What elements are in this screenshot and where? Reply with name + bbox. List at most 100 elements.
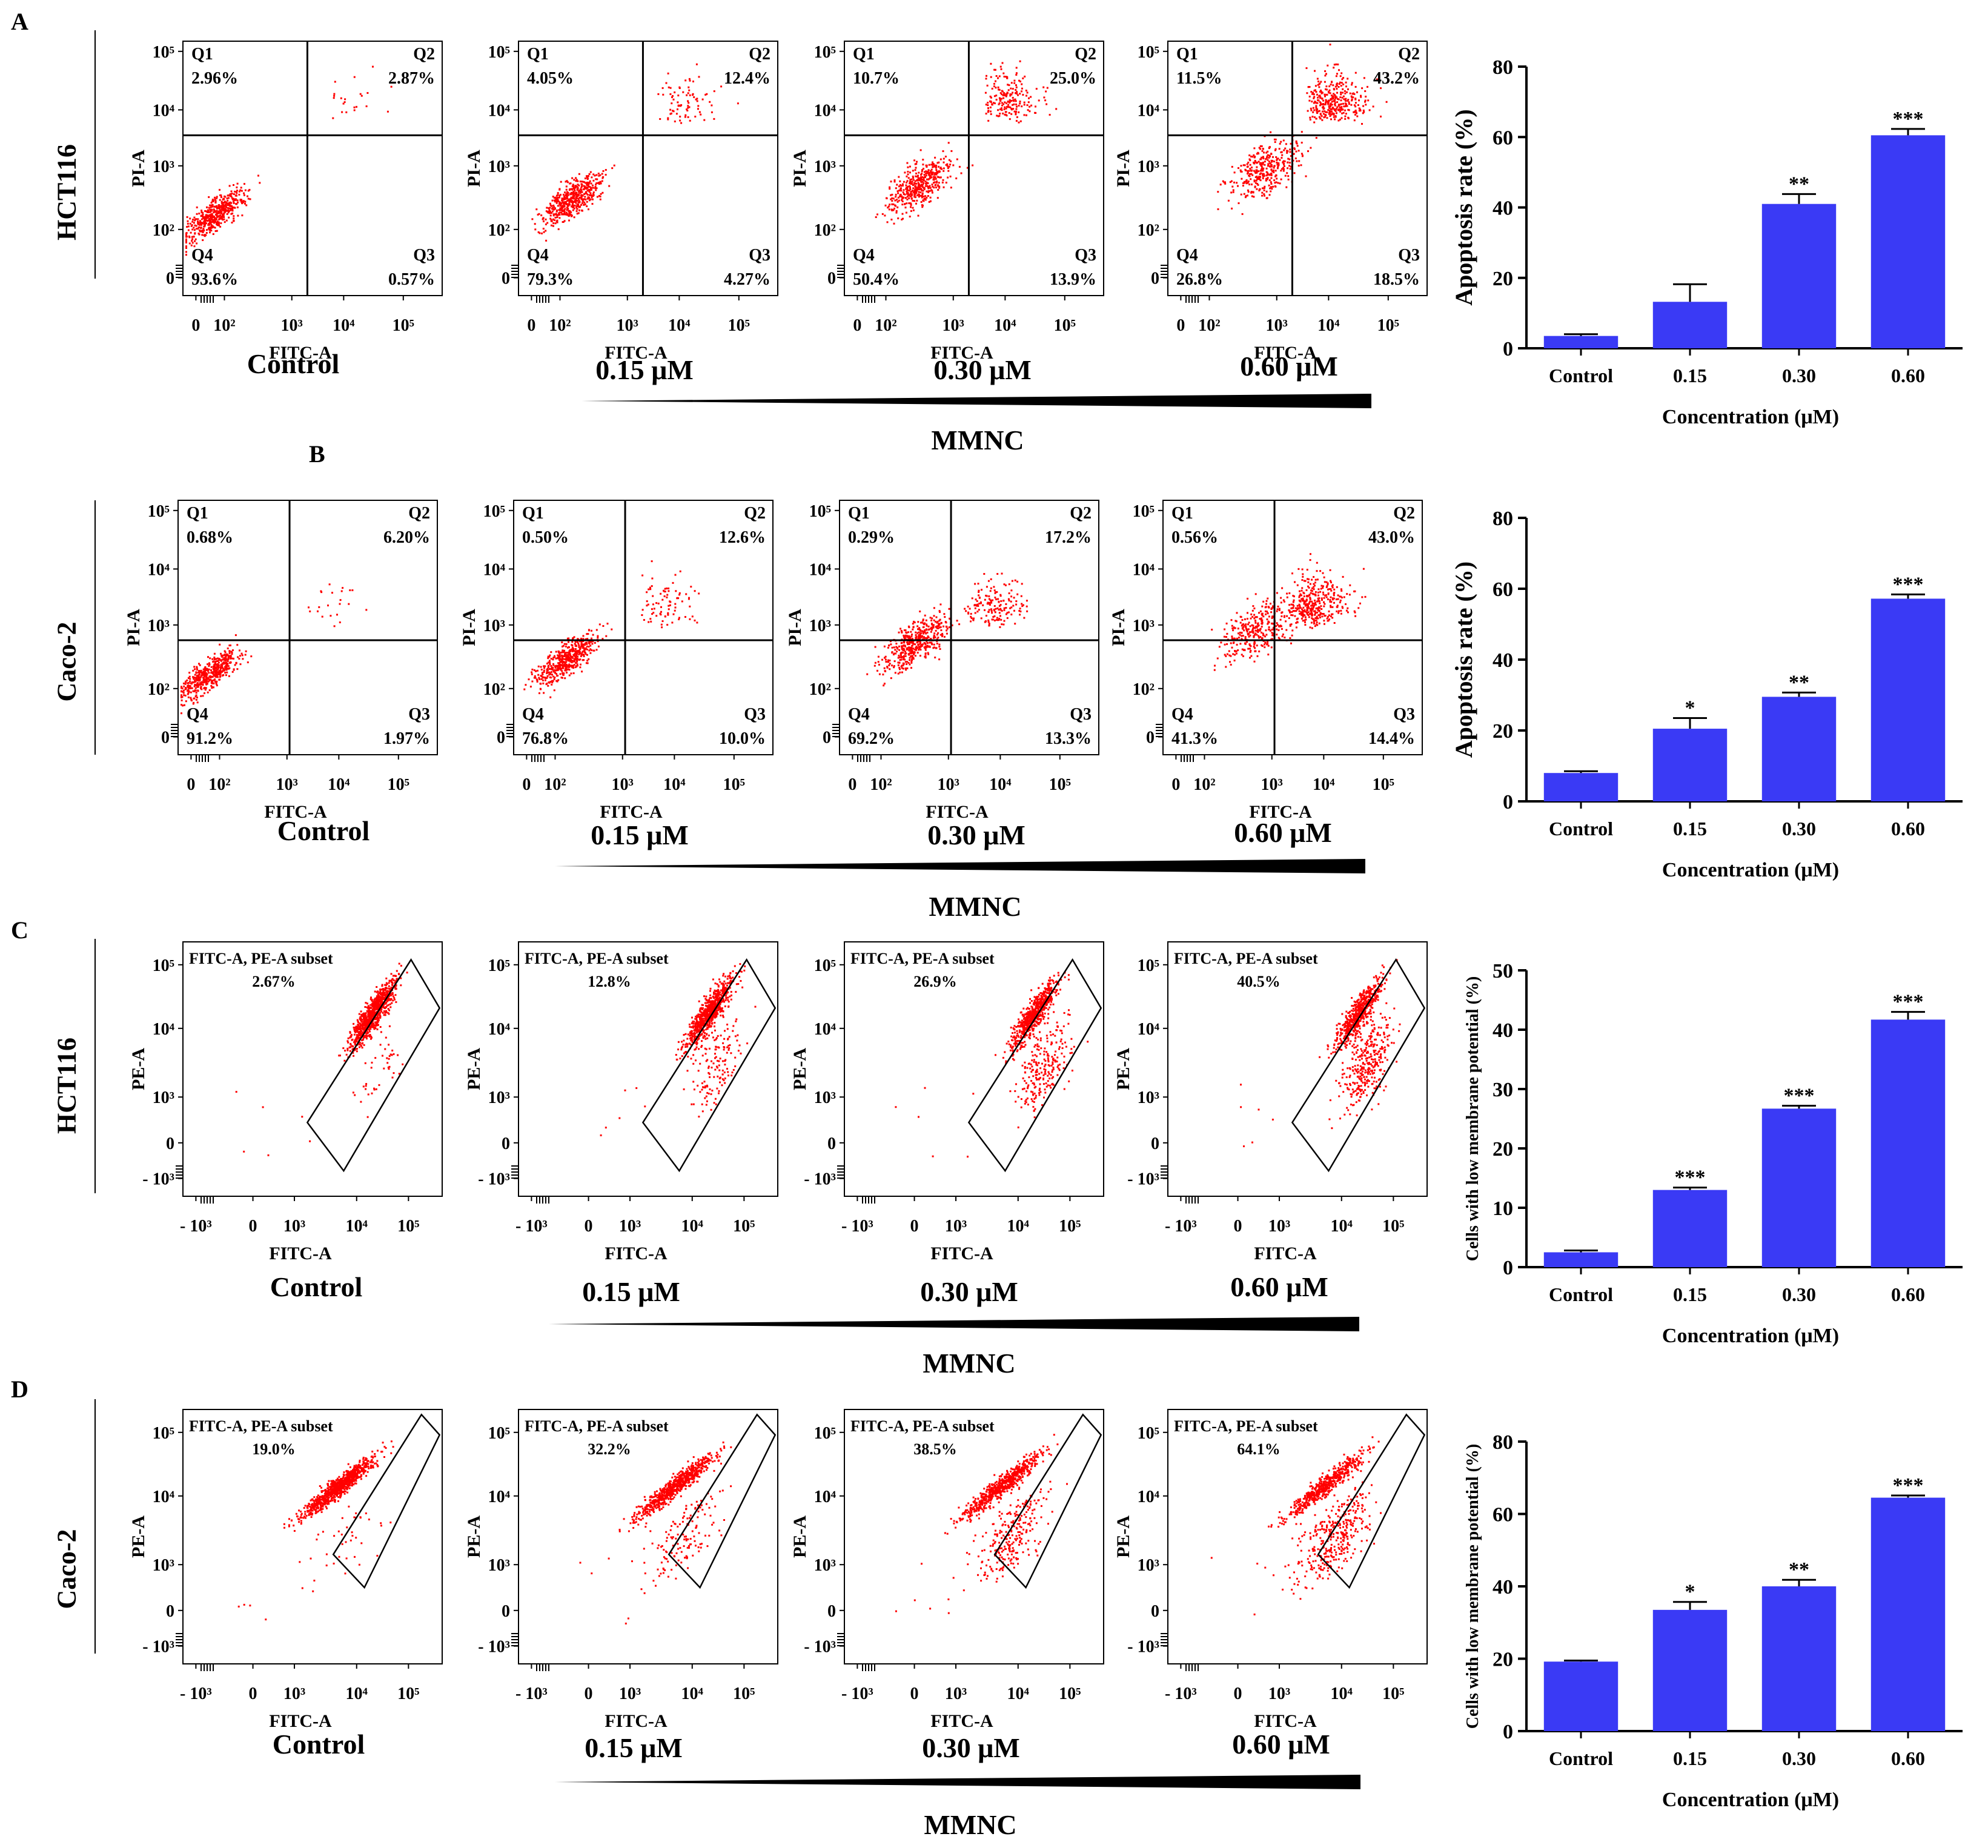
row-a-cond-0-event — [220, 210, 222, 213]
row-b-cond-3-event — [1290, 642, 1292, 644]
row-a-cond-2-event — [906, 190, 908, 193]
row-b-cond-2-event — [913, 620, 915, 623]
row-a-cond-1-event — [565, 204, 568, 205]
row-a-cond-1-event — [576, 193, 578, 196]
row-a-cond-2-event — [1027, 109, 1029, 111]
row-b-cond-2-event — [924, 643, 927, 645]
row-b-cond-2-event — [926, 645, 928, 647]
row-a-cond-2-event — [1014, 98, 1016, 101]
row-a-cond-2-event — [999, 99, 1002, 102]
row-a-cond-2-event — [938, 161, 940, 164]
row-a-cond-2-event — [1009, 118, 1011, 121]
row-b-cond-3-event — [1235, 650, 1238, 652]
row-b-cond-0-event — [203, 681, 205, 684]
row-b-cond-3-event — [1231, 624, 1233, 627]
row-a-cond-3-event — [1348, 101, 1350, 104]
row-b-cond-1-event — [540, 669, 543, 671]
row-b-cond-2-event — [985, 594, 987, 597]
row-b-cond-0-event — [339, 599, 342, 601]
row-b-cond-0-event — [245, 650, 247, 652]
row-b-cond-1-event — [538, 692, 540, 694]
row-a-cond-2-event — [943, 170, 945, 172]
condition-label-a-control: Control — [247, 348, 340, 379]
row-b-cond-1-event — [562, 645, 563, 647]
row-b-cond-2-event — [904, 644, 906, 647]
row-a-cond-2-event — [901, 199, 903, 201]
row-a-cond-0-event — [240, 187, 242, 189]
row-b-cond-3-event — [1296, 584, 1299, 586]
row-a-cond-3-event — [1337, 63, 1339, 65]
row-a-cond-2-event — [952, 164, 955, 167]
row-a-cond-2-event — [920, 201, 923, 203]
row-b-cond-3-event — [1246, 631, 1248, 633]
row-a-cond-3-event — [1247, 189, 1249, 191]
row-b-cond-3-event — [1299, 595, 1300, 597]
row-a-cond-3-event — [1351, 99, 1353, 101]
row-a-cond-3-event — [1288, 158, 1291, 161]
row-a-cond-3-event — [1316, 112, 1319, 114]
row-b-cond-3-event — [1324, 603, 1326, 605]
row-b-cond-2-event — [917, 628, 919, 631]
row-b-cond-1-event — [568, 657, 571, 658]
row-a-cond-1-event — [584, 198, 586, 200]
row-a-cond-1-event — [566, 180, 568, 182]
row-b-cond-1-event — [646, 600, 648, 603]
row-a-cond-1-event — [543, 220, 545, 222]
row-a-cond-3-event — [1247, 191, 1250, 193]
row-a-cond-3-event — [1356, 112, 1357, 114]
row-a-cond-3-event — [1327, 102, 1329, 104]
row-a-cond-0-y-tick-2: 10³ — [153, 157, 174, 176]
row-b-cond-2-event — [897, 657, 900, 659]
row-a-cond-2-event — [987, 107, 989, 109]
row-a-cond-2-event — [921, 195, 923, 197]
row-a-cond-3-event — [1287, 167, 1289, 170]
row-b-cond-3-event — [1251, 615, 1254, 618]
row-a-cond-2-event — [910, 193, 912, 196]
row-a-cond-2-event — [892, 197, 895, 200]
row-a-cond-3-event — [1256, 176, 1259, 179]
row-b-cond-3-event — [1313, 603, 1315, 604]
row-a-cond-2-event — [1043, 96, 1045, 99]
row-a-cond-2-event — [1005, 107, 1007, 110]
row-a-cond-1-event — [568, 198, 570, 200]
row-a-cond-2-event — [929, 185, 931, 187]
row-b-cond-3-event — [1232, 653, 1234, 655]
row-b-cond-2-event — [903, 634, 905, 637]
row-a-cond-1-event — [601, 180, 603, 182]
row-b-cond-2-event — [910, 648, 912, 651]
row-a-cond-2-event — [1029, 105, 1031, 108]
row-a-cond-1-event — [566, 207, 569, 210]
row-a-cond-3-event — [1298, 160, 1300, 162]
row-b-cond-2-event — [886, 666, 889, 668]
row-b-cond-3-event — [1280, 601, 1282, 604]
row-b-cond-1-event — [582, 647, 585, 649]
row-b-cond-1-event — [641, 609, 644, 611]
row-b-cond-0-event — [214, 667, 216, 669]
row-a-cond-0-event — [216, 222, 219, 224]
row-a-cond-1-event — [566, 209, 568, 211]
row-a-cond-1-event — [588, 197, 590, 199]
row-a-cond-3-event — [1274, 170, 1277, 172]
row-a-cond-2-event — [1045, 90, 1047, 93]
row-b-cond-0-event — [202, 679, 205, 681]
row-a-cond-2-event — [946, 165, 949, 167]
row-b-cond-3-event — [1265, 634, 1268, 636]
row-b-cond-1-event — [558, 659, 561, 661]
row-b-cond-3-event — [1247, 647, 1250, 650]
row-a-cond-1-event — [560, 206, 563, 208]
row-b-cond-1-event — [553, 678, 555, 680]
row-a-cond-2-event — [1023, 101, 1025, 104]
row-b-cond-1-event — [690, 586, 692, 588]
row-a-cond-1-event — [564, 208, 566, 210]
row-a-cond-1-event — [555, 198, 558, 200]
row-a-cond-1-event — [572, 185, 575, 187]
row-a-cond-0-event — [187, 229, 190, 231]
row-a-cond-1-event — [578, 190, 580, 192]
row-a-cond-0-event — [185, 251, 187, 253]
row-b-cond-0-event — [199, 671, 201, 674]
row-b-cond-2-event — [987, 621, 990, 623]
row-b-cond-1-event — [558, 655, 561, 658]
row-b-cond-0-event — [226, 671, 228, 674]
row-b-cond-2-event — [901, 667, 903, 669]
row-b-cond-1-event — [561, 670, 563, 672]
